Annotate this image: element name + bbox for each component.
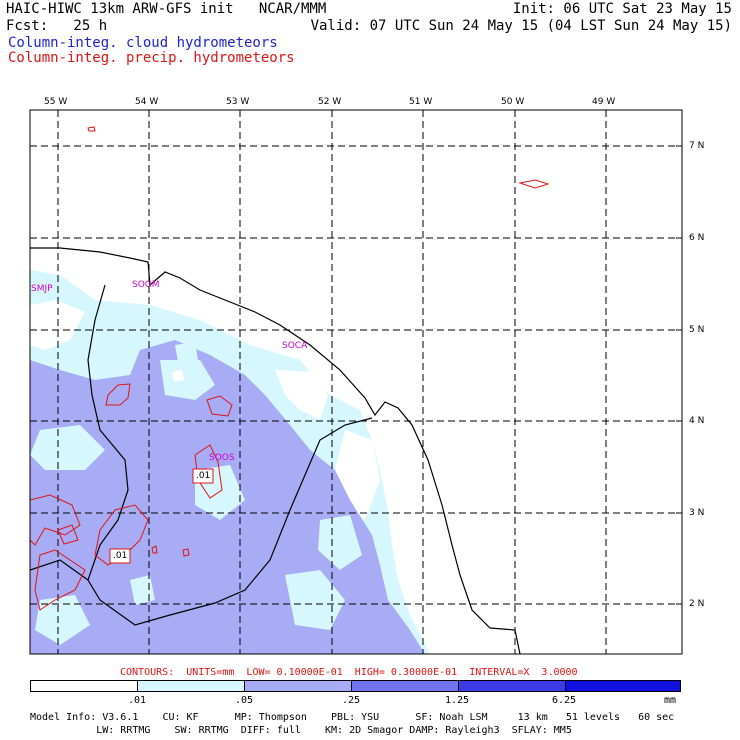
init-time: Init: 06 UTC Sat 23 May 15 (512, 1, 732, 17)
cloud-island (160, 360, 215, 400)
contour-label-box (109, 548, 131, 564)
map-frame (29, 109, 683, 655)
cloud-island (30, 425, 105, 470)
contour-label: .01 (196, 471, 211, 481)
lat-label: 6 N (689, 233, 705, 243)
lon-label: 54 W (135, 97, 159, 107)
legend-cloud: Column-integ. cloud hydrometeors (8, 35, 278, 51)
valid-time: Valid: 07 UTC Sun 24 May 15 (04 LST Sun … (310, 18, 732, 34)
lon-label: 50 W (501, 97, 525, 107)
station-label: SOGM (132, 280, 160, 290)
lon-label: 51 W (409, 97, 433, 107)
lon-label: 49 W (592, 97, 616, 107)
title-line: HAIC-HIWC 13km ARW-GFS init NCAR/MMM (6, 1, 327, 17)
cloud-island (285, 570, 345, 630)
lat-label: 2 N (689, 599, 705, 609)
colorbar-bin-3 (351, 680, 459, 692)
colorbar-bin-4 (458, 680, 566, 692)
coastline (30, 247, 521, 654)
precip-contours (30, 126, 550, 611)
station-label: SOCA (282, 341, 308, 351)
forecast-hour: Fcst: 25 h (6, 18, 108, 34)
contour-label: .01 (113, 551, 128, 561)
colorbar-bin-2 (244, 680, 352, 692)
clear-patch (172, 370, 184, 382)
lat-label: 4 N (689, 416, 705, 426)
lat-label: 7 N (689, 141, 705, 151)
colorbar-label: .05 (235, 695, 254, 706)
colorbar-bin-5 (565, 680, 681, 692)
model-info-line1: Model Info: V3.6.1 CU: KF MP: Thompson P… (30, 712, 675, 723)
station-label: SOOS (209, 453, 235, 463)
colorbar-bin-0 (30, 680, 138, 692)
contour-info: CONTOURS: UNITS=mm LOW= 0.10000E-01 HIGH… (120, 667, 578, 678)
legend-precip: Column-integ. precip. hydrometeors (8, 50, 295, 66)
cloud-island (35, 595, 90, 645)
lat-lon-grid (30, 110, 682, 654)
lon-label: 53 W (226, 97, 250, 107)
colorbar-bin-1 (137, 680, 245, 692)
station-label: SMJP (31, 284, 53, 294)
model-info-line2: LW: RRTMG SW: RRTMG DIFF: full KM: 2D Sm… (30, 725, 572, 736)
clear-patch (275, 370, 328, 420)
colorbar-units: mm (664, 695, 677, 706)
lat-label: 3 N (689, 508, 705, 518)
cloud-island (175, 342, 198, 362)
lat-label: 5 N (689, 325, 705, 335)
contour-label-box (192, 468, 214, 484)
colorbar-label: .25 (342, 695, 361, 706)
lon-label: 52 W (318, 97, 342, 107)
colorbar-label: .01 (128, 695, 147, 706)
cloud-island (318, 515, 362, 570)
colorbar-label: 1.25 (445, 695, 470, 706)
colorbar-label: 6.25 (552, 695, 577, 706)
lon-label: 55 W (44, 97, 68, 107)
